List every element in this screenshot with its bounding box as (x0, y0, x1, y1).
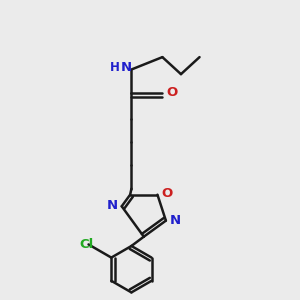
Text: N: N (107, 199, 118, 212)
Text: N: N (121, 61, 132, 74)
Text: O: O (167, 86, 178, 99)
Text: N: N (169, 214, 181, 227)
Text: Cl: Cl (80, 238, 94, 251)
Text: H: H (110, 61, 119, 74)
Text: O: O (162, 187, 173, 200)
